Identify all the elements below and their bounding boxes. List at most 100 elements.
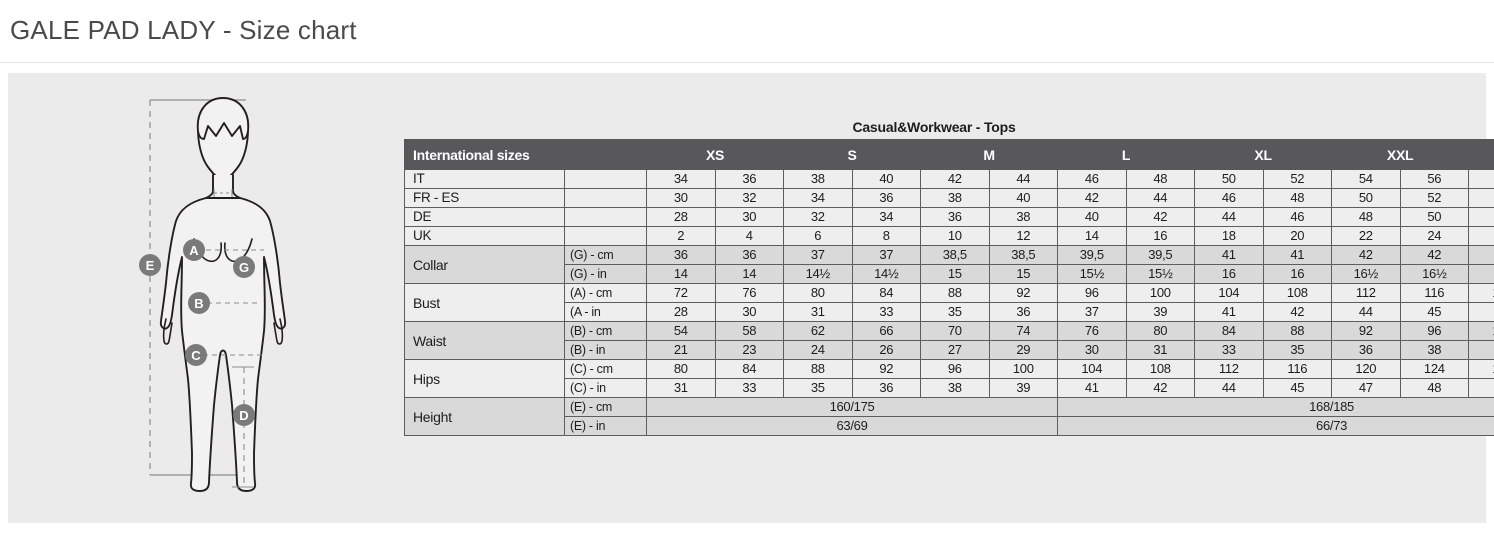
cell: 116 xyxy=(1262,359,1333,379)
cell: 45 xyxy=(1399,302,1470,322)
table-header-row: International sizes XS S M L XL XXL 3XL xyxy=(404,139,1494,170)
cell: 108 xyxy=(1125,359,1196,379)
table-header: International sizes XS S M L XL XXL 3XL xyxy=(404,139,1494,170)
cell: 34 xyxy=(783,188,853,208)
cell: 24 xyxy=(783,340,853,360)
title-divider xyxy=(0,62,1494,63)
cell: 48 xyxy=(1399,378,1470,398)
cell: 92 xyxy=(1331,321,1401,341)
cell: 52 xyxy=(1468,207,1494,227)
row-label-it: IT xyxy=(404,169,565,189)
cell: 74 xyxy=(988,321,1059,341)
cell: 31 xyxy=(1125,340,1196,360)
cell-height-in-right: 66/73 xyxy=(1057,416,1494,436)
cell: 92 xyxy=(851,359,922,379)
cell: 96 xyxy=(1399,321,1470,341)
table-caption: Casual&Workwear - Tops xyxy=(852,119,1016,135)
cell: 38,5 xyxy=(988,245,1059,265)
cell: 40 xyxy=(1057,207,1127,227)
header-size-s: S xyxy=(783,139,922,170)
cell: 116 xyxy=(1399,283,1470,303)
cell: 96 xyxy=(920,359,990,379)
cell: 88 xyxy=(783,359,853,379)
cell: 41 xyxy=(1262,245,1333,265)
row-measure-it xyxy=(564,169,647,189)
cell: 6 xyxy=(783,226,853,246)
cell: 58 xyxy=(714,321,785,341)
cell: 42 xyxy=(920,169,990,189)
cell: 39 xyxy=(1125,302,1196,322)
cell: 50 xyxy=(1468,378,1494,398)
cell-height-cm-left: 160/175 xyxy=(645,397,1059,417)
row-measure-de xyxy=(564,207,647,227)
cell: 30 xyxy=(714,207,785,227)
cell: 14½ xyxy=(783,264,853,284)
cell: 14 xyxy=(1057,226,1127,246)
cell: 50 xyxy=(1331,188,1401,208)
row-measure: (A) - cm xyxy=(564,283,647,303)
cell: 44 xyxy=(1331,302,1401,322)
cell: 36 xyxy=(988,302,1059,322)
row-label-de: DE xyxy=(404,207,565,227)
cell: 37 xyxy=(1057,302,1127,322)
cell: 30 xyxy=(1057,340,1127,360)
cell: 16 xyxy=(1262,264,1333,284)
row-measure: (B) - cm xyxy=(564,321,647,341)
row-label-height: Height xyxy=(404,397,565,436)
row-measure: (G) - cm xyxy=(564,245,647,265)
cell: 128 xyxy=(1468,359,1494,379)
cell: 54 xyxy=(646,321,716,341)
cell: 80 xyxy=(646,359,716,379)
row-label-bust: Bust xyxy=(404,283,565,322)
cell: 42 xyxy=(1399,245,1470,265)
cell: 50 xyxy=(1194,169,1264,189)
cell: 38 xyxy=(920,188,990,208)
cell: 42 xyxy=(1125,207,1196,227)
cell: 52 xyxy=(1399,188,1470,208)
table-row: IT 34 36 38 40 42 44 46 48 50 52 54 56 5… xyxy=(404,169,1494,189)
cell: 34 xyxy=(851,207,922,227)
cell: 37 xyxy=(783,245,853,265)
marker-collar-G: G xyxy=(233,256,255,278)
cell: 52 xyxy=(1262,169,1333,189)
size-table-container: Casual&Workwear - Tops International siz… xyxy=(404,119,1494,436)
header-international-sizes: International sizes xyxy=(404,139,565,170)
table-row: DE 28 30 32 34 36 38 40 42 44 46 48 50 5… xyxy=(404,207,1494,227)
cell: 112 xyxy=(1194,359,1264,379)
cell: 66 xyxy=(851,321,922,341)
cell: 31 xyxy=(783,302,853,322)
cell: 34 xyxy=(646,169,716,189)
cell: 36 xyxy=(1331,340,1401,360)
cell: 14 xyxy=(646,264,716,284)
female-body-outline-icon xyxy=(159,97,287,492)
marker-bust-A: A xyxy=(183,239,205,261)
cell: 14 xyxy=(714,264,785,284)
cell: 44 xyxy=(1194,378,1264,398)
cell: 92 xyxy=(988,283,1059,303)
table-row: Height (E) - cm 160/175 168/185 xyxy=(404,397,1494,436)
cell: 30 xyxy=(714,302,785,322)
cell: 38 xyxy=(1399,340,1470,360)
marker-waist-B: B xyxy=(188,292,210,314)
cell: 43 xyxy=(1468,245,1494,265)
cell: 42 xyxy=(1262,302,1333,322)
cell: 16 xyxy=(1125,226,1196,246)
cell: 88 xyxy=(920,283,990,303)
table-row: (B) - in 21 23 24 26 27 29 30 31 33 35 3… xyxy=(405,340,1494,360)
header-size-m: M xyxy=(920,139,1059,170)
cell: 56 xyxy=(1399,169,1470,189)
cell: 76 xyxy=(1057,321,1127,341)
header-size-xl: XL xyxy=(1194,139,1333,170)
cell: 84 xyxy=(1194,321,1264,341)
header-size-l: L xyxy=(1057,139,1196,170)
table-row: UK 2 4 6 8 10 12 14 16 18 20 22 24 26 28 xyxy=(404,226,1494,246)
row-measure: (C) - in xyxy=(564,378,647,398)
size-table: International sizes XS S M L XL XXL 3XL … xyxy=(404,139,1494,436)
cell: 112 xyxy=(1331,283,1401,303)
cell: 17 xyxy=(1468,264,1494,284)
svg-text:E: E xyxy=(146,258,155,273)
cell: 48 xyxy=(1331,207,1401,227)
table-row: FR - ES 30 32 34 36 38 40 42 44 46 48 50… xyxy=(404,188,1494,208)
cell: 62 xyxy=(783,321,853,341)
cell: 23 xyxy=(714,340,785,360)
